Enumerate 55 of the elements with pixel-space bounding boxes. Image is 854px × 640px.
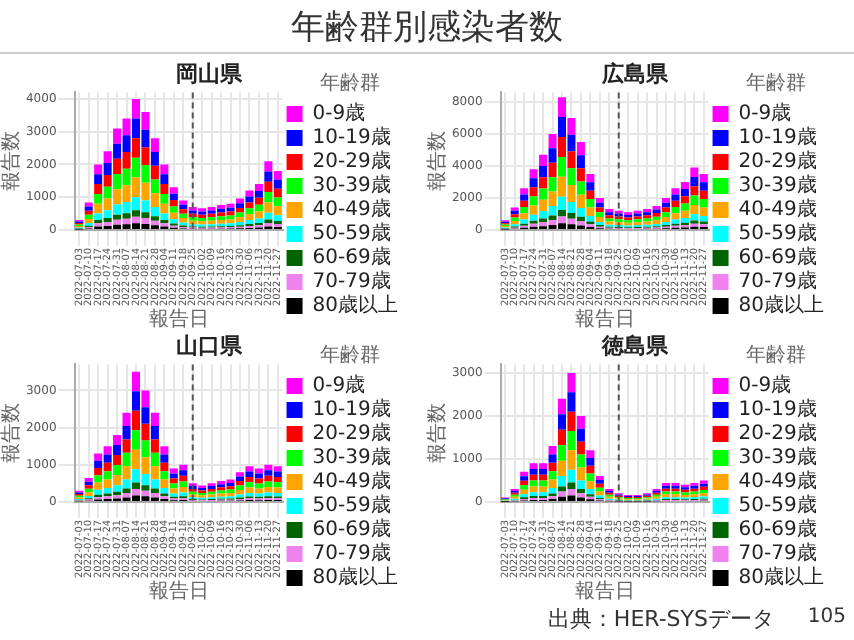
y-axis-title: 報告数 bbox=[425, 403, 450, 464]
y-axis-title: 報告数 bbox=[425, 131, 450, 192]
x-axis-title: 報告日 bbox=[574, 579, 635, 604]
legend-label: 30-39歳 bbox=[312, 445, 391, 470]
legend-label: 50-59歳 bbox=[312, 221, 391, 246]
legend-label: 10-19歳 bbox=[312, 397, 391, 422]
legend-label: 60-69歳 bbox=[738, 517, 817, 542]
y-axis-title: 報告数 bbox=[0, 403, 24, 464]
chart-title: 広島県 bbox=[600, 60, 670, 87]
chart-title: 山口県 bbox=[176, 332, 244, 359]
x-axis-title: 報告日 bbox=[574, 307, 635, 332]
legend-label: 70-79歳 bbox=[738, 541, 817, 566]
legend-label: 10-19歳 bbox=[738, 397, 817, 422]
legend-label: 80歳以上 bbox=[738, 565, 825, 590]
legend-title: 年齢群 bbox=[746, 71, 807, 96]
legend-label: 20-29歳 bbox=[312, 149, 391, 174]
y-axis-title: 報告数 bbox=[0, 131, 24, 192]
legend-label: 0-9歳 bbox=[312, 101, 366, 126]
chart-title: 岡山県 bbox=[176, 60, 244, 87]
legend-label: 10-19歳 bbox=[738, 125, 817, 150]
x-axis-title: 報告日 bbox=[148, 579, 209, 604]
x-axis-title: 報告日 bbox=[148, 307, 209, 332]
legend-label: 30-39歳 bbox=[738, 445, 817, 470]
legend-label: 20-29歳 bbox=[738, 421, 817, 446]
legend-label: 10-19歳 bbox=[312, 125, 391, 150]
legend-label: 40-49歳 bbox=[738, 469, 817, 494]
legend-label: 0-9歳 bbox=[312, 373, 366, 398]
legend-label: 50-59歳 bbox=[738, 221, 817, 246]
legend-label: 70-79歳 bbox=[312, 269, 391, 294]
legend-label: 60-69歳 bbox=[738, 245, 817, 270]
legend-label: 80歳以上 bbox=[312, 565, 399, 590]
legend-label: 30-39歳 bbox=[312, 173, 391, 198]
legend-title: 年齢群 bbox=[320, 343, 381, 368]
legend-label: 80歳以上 bbox=[738, 293, 825, 318]
legend-label: 40-49歳 bbox=[312, 197, 391, 222]
text: 年齢群別感染者数 bbox=[0, 4, 854, 54]
text: 105 bbox=[807, 606, 846, 628]
legend-label: 30-39歳 bbox=[738, 173, 817, 198]
chart-title: 徳島県 bbox=[600, 332, 670, 359]
legend-label: 20-29歳 bbox=[738, 149, 817, 174]
legend-label: 70-79歳 bbox=[312, 541, 391, 566]
legend-label: 40-49歳 bbox=[738, 197, 817, 222]
legend-label: 40-49歳 bbox=[312, 469, 391, 494]
legend-title: 年齢群 bbox=[320, 71, 381, 96]
legend-label: 50-59歳 bbox=[312, 493, 391, 518]
legend-label: 80歳以上 bbox=[312, 293, 399, 318]
legend-label: 20-29歳 bbox=[312, 421, 391, 446]
legend-title: 年齢群 bbox=[746, 343, 807, 368]
legend-label: 50-59歳 bbox=[738, 493, 817, 518]
legend-label: 60-69歳 bbox=[312, 517, 391, 542]
legend-label: 70-79歳 bbox=[738, 269, 817, 294]
source-note: 出典：HER-SYSデータ bbox=[547, 604, 774, 634]
legend-label: 0-9歳 bbox=[738, 373, 792, 398]
legend-label: 60-69歳 bbox=[312, 245, 391, 270]
legend-label: 0-9歳 bbox=[738, 101, 792, 126]
